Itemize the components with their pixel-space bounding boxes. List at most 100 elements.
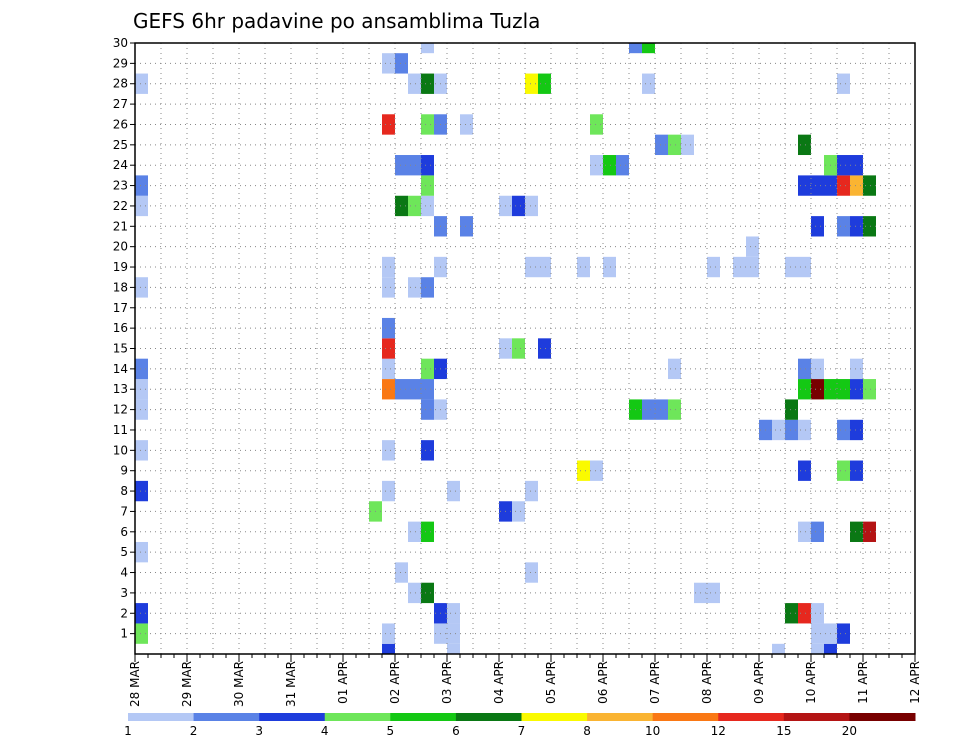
precip-cell xyxy=(408,582,421,604)
precip-cell xyxy=(811,521,824,542)
precip-cell xyxy=(603,256,616,278)
precip-cell xyxy=(382,643,395,654)
colorbar-legend: 1 2 3 4 5 6 7 8 10 12 15 20 xyxy=(124,713,916,738)
precip-cell xyxy=(642,73,655,94)
precip-cell xyxy=(525,480,538,502)
precip-cell xyxy=(421,175,434,196)
precip-cell xyxy=(850,216,863,237)
precip-cell xyxy=(421,155,434,176)
precip-cell xyxy=(863,175,876,196)
precip-cell xyxy=(447,623,460,644)
colorbar-swatch xyxy=(455,713,522,721)
precip-cell xyxy=(421,399,434,420)
x-tick-label: 29 MAR xyxy=(180,661,194,707)
x-tick-label: 04 APR xyxy=(492,661,506,704)
precip-cell xyxy=(733,256,746,278)
precip-cell xyxy=(538,338,551,359)
colorbar-label: 6 xyxy=(452,724,460,738)
precip-cell xyxy=(421,379,434,400)
precip-cell xyxy=(382,338,395,359)
colorbar-label: 8 xyxy=(583,724,591,738)
precip-cell xyxy=(590,155,603,176)
precip-cell xyxy=(616,155,629,176)
precip-cell xyxy=(642,399,655,420)
precip-cell xyxy=(798,521,811,542)
precip-cell xyxy=(850,460,863,481)
precip-cell xyxy=(408,521,421,542)
colorbar-swatch xyxy=(521,713,588,721)
y-tick-label: 25 xyxy=(113,138,128,152)
colorbar-label: 20 xyxy=(842,724,857,738)
precip-cell xyxy=(811,379,824,400)
precip-cell xyxy=(850,521,863,542)
precip-cell xyxy=(421,73,434,94)
precip-cell xyxy=(135,175,148,196)
colorbar-swatch xyxy=(849,713,916,721)
precip-cell xyxy=(135,480,148,502)
precip-cell xyxy=(707,256,720,278)
precip-cell xyxy=(850,175,863,196)
y-tick-label: 19 xyxy=(113,260,128,274)
x-tick-label: 05 APR xyxy=(544,661,558,704)
precip-cell xyxy=(395,562,408,583)
precip-cell xyxy=(421,358,434,380)
y-tick-label: 17 xyxy=(113,301,128,315)
precip-cell xyxy=(629,43,642,54)
precip-cell xyxy=(460,114,473,135)
precip-cell xyxy=(382,114,395,135)
precip-cell xyxy=(395,53,408,74)
y-tick-label: 5 xyxy=(120,545,128,559)
precip-cell xyxy=(863,379,876,400)
precip-cell xyxy=(512,501,525,522)
precip-cell xyxy=(850,155,863,176)
precip-cell xyxy=(798,379,811,400)
precip-cell xyxy=(798,460,811,481)
y-tick-label: 16 xyxy=(113,321,128,335)
y-tick-label: 1 xyxy=(120,627,128,641)
precip-cell xyxy=(837,73,850,94)
precip-cell xyxy=(668,358,681,380)
precip-cell xyxy=(642,43,655,54)
colorbar-swatch xyxy=(390,713,457,721)
precip-cell xyxy=(603,155,616,176)
x-axis: 28 MAR 29 MAR 30 MAR 31 MAR 01 APR 02 APR 03 A… xyxy=(128,654,922,707)
y-tick-label: 18 xyxy=(113,280,128,294)
colorbar-swatch xyxy=(587,713,654,721)
y-tick-label: 9 xyxy=(120,464,128,478)
precip-cell xyxy=(421,43,434,54)
precip-cell xyxy=(382,317,395,339)
precip-cell xyxy=(421,195,434,217)
y-tick-label: 8 xyxy=(120,484,128,498)
precip-cell xyxy=(577,460,590,481)
precip-cell xyxy=(811,175,824,196)
colorbar-label: 2 xyxy=(190,724,198,738)
colorbar-label: 7 xyxy=(518,724,526,738)
colorbar-swatch xyxy=(128,713,195,721)
precip-cell xyxy=(135,603,148,624)
precip-cell xyxy=(837,419,850,441)
y-tick-label: 7 xyxy=(120,504,128,518)
precip-cell xyxy=(382,440,395,461)
y-tick-label: 6 xyxy=(120,525,128,539)
precip-cell xyxy=(382,277,395,298)
precip-cell xyxy=(746,236,759,257)
x-tick-label: 30 MAR xyxy=(232,661,246,707)
precip-cell xyxy=(798,603,811,624)
precip-cell xyxy=(655,134,668,156)
precip-cell xyxy=(655,399,668,420)
y-tick-label: 23 xyxy=(113,179,128,193)
precip-cell xyxy=(824,643,837,654)
precip-cell xyxy=(811,358,824,380)
precip-cell xyxy=(772,643,785,654)
precip-cell xyxy=(811,216,824,237)
precip-cell xyxy=(785,419,798,441)
precip-cell xyxy=(798,358,811,380)
precip-cell xyxy=(525,195,538,217)
precip-cell xyxy=(135,399,148,420)
precip-cell xyxy=(798,175,811,196)
colorbar-label: 3 xyxy=(255,724,263,738)
precip-cell xyxy=(408,73,421,94)
colorbar-label: 15 xyxy=(776,724,791,738)
precip-cell xyxy=(772,419,785,441)
